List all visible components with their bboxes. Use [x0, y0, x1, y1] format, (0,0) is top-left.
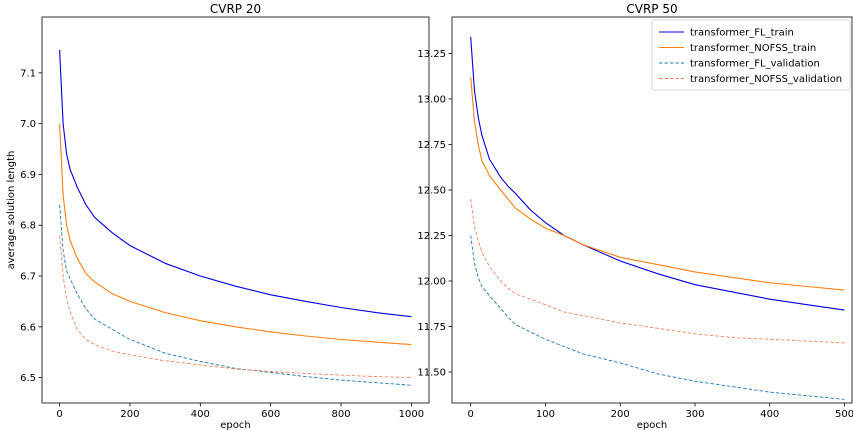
- series-line-nofss-train: [470, 77, 845, 291]
- y-tick-label: 6.5: [20, 373, 36, 384]
- series-line-nofss-validation: [470, 199, 845, 344]
- y-tick-label: 11.50: [417, 368, 446, 379]
- series-line-fl-train: [470, 36, 845, 311]
- legend-entry: transformer_NOFSS_train: [690, 43, 816, 54]
- chart-panel-1: CVRP 20 0 200 400 600 800 1000 6.5 6.6 6.7 6.8 6.9 7…: [6, 2, 430, 430]
- x-tick-label: 300: [685, 409, 704, 420]
- y-tick-label: 6.7: [20, 272, 36, 283]
- y-tick-label: 13.25: [417, 49, 446, 60]
- y-tick-label: 7.0: [20, 119, 36, 130]
- x-tick-label: 200: [611, 409, 630, 420]
- legend-box: [651, 19, 851, 91]
- chart-title: CVRP 50: [626, 2, 677, 16]
- y-tick-label: 12.00: [417, 277, 446, 288]
- series-line-fl-validation: [59, 204, 412, 386]
- chart-title: CVRP 20: [210, 2, 261, 16]
- x-tick-label: 800: [331, 409, 350, 420]
- series-line-fl-train: [59, 49, 412, 318]
- y-tick-label: 6.9: [20, 170, 36, 181]
- legend: transformer_FL_train transformer_NOFSS_tr…: [651, 19, 851, 91]
- x-tick-label: 400: [760, 409, 779, 420]
- x-tick-label: 0: [56, 409, 62, 420]
- y-tick-label: 11.75: [417, 322, 446, 333]
- y-tick-label: 13.00: [417, 94, 446, 105]
- chart-panel-2: CVRP 50 0 100 200 300 400 500 11.50 11.75 12.00 12…: [417, 2, 853, 430]
- x-tick-label: 500: [835, 409, 853, 420]
- plot-frame: [41, 16, 430, 404]
- x-axis-label: epoch: [220, 420, 250, 430]
- y-tick-label: 12.75: [417, 140, 446, 151]
- legend-entry: transformer_FL_validation: [690, 59, 820, 70]
- x-tick-label: 100: [536, 409, 555, 420]
- x-axis-label: epoch: [637, 420, 667, 430]
- x-tick-label: 400: [191, 409, 210, 420]
- legend-entry: transformer_NOFSS_validation: [690, 74, 842, 85]
- legend-entry: transformer_FL_train: [690, 28, 794, 39]
- x-tick-label: 600: [261, 409, 280, 420]
- x-tick-label: 1000: [399, 409, 424, 420]
- y-tick-label: 7.1: [20, 68, 36, 79]
- series-line-nofss-train: [59, 123, 412, 346]
- x-tick-label: 200: [120, 409, 139, 420]
- y-tick-label: 12.50: [417, 185, 446, 196]
- x-tick-label: 0: [468, 409, 474, 420]
- series-line-fl-validation: [470, 235, 845, 400]
- y-tick-label: 12.25: [417, 231, 446, 242]
- series-line-nofss-validation: [59, 235, 412, 379]
- y-axis-label: average solution length: [6, 151, 17, 270]
- y-tick-label: 6.8: [20, 221, 36, 232]
- y-tick-label: 6.6: [20, 322, 36, 333]
- plot-frame: [451, 16, 853, 404]
